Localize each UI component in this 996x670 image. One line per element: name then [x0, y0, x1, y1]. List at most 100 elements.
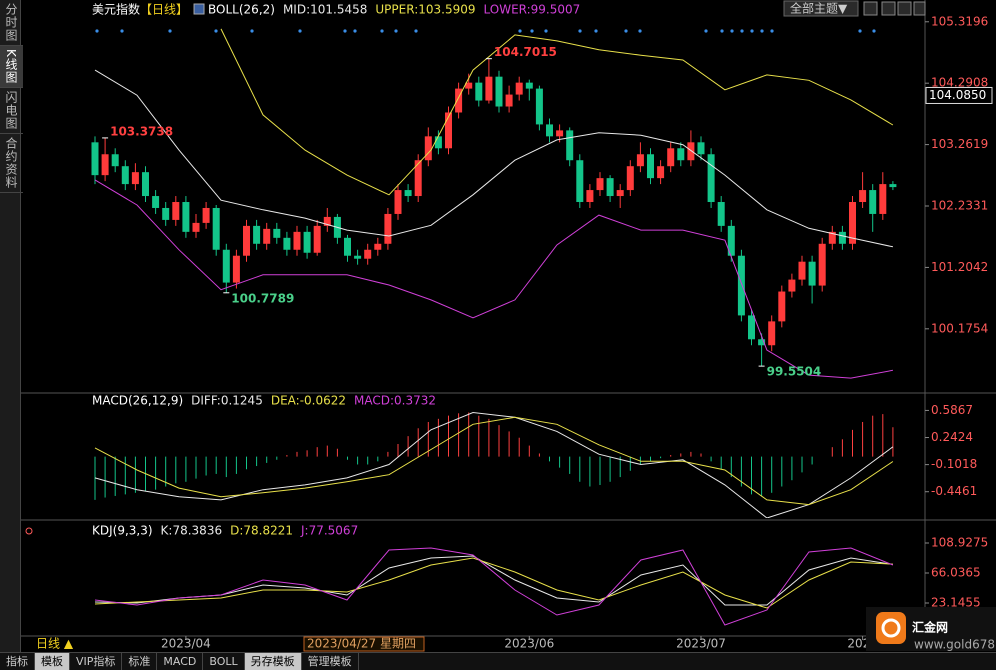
toolbar-tab[interactable]: VIP指标: [70, 653, 123, 670]
candle-body: [354, 255, 362, 259]
theme-button[interactable]: [783, 0, 859, 17]
sidebar-tab[interactable]: 闪电图: [0, 88, 23, 134]
candle-body: [323, 216, 331, 226]
legend-entry: MACD:0.3732: [354, 394, 436, 408]
logo-name: 汇金网: [912, 620, 948, 635]
candle-body: [404, 190, 412, 197]
candle-body: [606, 178, 614, 197]
candle-body: [879, 184, 887, 214]
candle-body: [172, 202, 180, 220]
indicator-name: KDJ(9,3,3): [92, 524, 153, 538]
candle-body: [131, 172, 139, 185]
candle-body: [636, 154, 644, 167]
candle-body: [434, 136, 442, 149]
sidebar: 分时图 K线图 闪电图 合约资料: [0, 0, 23, 669]
logo-url: www.gold678.com: [914, 638, 996, 652]
legend-entry: K:78.3836: [161, 524, 223, 538]
indicator-line: [94, 179, 893, 379]
candle-body: [152, 196, 160, 208]
period-button[interactable]: 日线 ▲: [36, 637, 74, 651]
candle-body: [616, 190, 624, 197]
candle-body: [515, 82, 523, 95]
toolbar-tab[interactable]: 指标: [0, 653, 35, 670]
legend-entry: DEA:-0.0622: [271, 394, 346, 408]
candle-body: [303, 231, 311, 253]
candle-body: [475, 82, 483, 101]
candle-body: [788, 279, 796, 292]
candle-body: [445, 112, 452, 149]
candle-body: [142, 172, 149, 197]
toolbar-tab[interactable]: 标准: [122, 653, 158, 670]
candle-body: [525, 82, 533, 89]
candle-body: [424, 136, 432, 161]
toolbar-tab[interactable]: 另存模板: [244, 653, 302, 670]
logo: 汇金网 www.gold678.com: [866, 607, 996, 652]
sidebar-tab[interactable]: K线图: [0, 46, 23, 88]
y-tick-label: 0.2424: [931, 430, 973, 444]
candle-body: [828, 231, 836, 244]
indicator-line: [94, 416, 894, 506]
candle-body: [273, 228, 281, 238]
candle-body: [566, 130, 574, 161]
candle-body: [586, 190, 594, 203]
candle-body: [364, 249, 372, 259]
chart-period: 【日线】: [140, 3, 188, 17]
candle-body: [838, 231, 846, 244]
extreme-label: 103.3738: [110, 124, 173, 138]
candle-body: [727, 225, 735, 256]
candle-body: [849, 202, 856, 244]
candle-body: [748, 315, 755, 340]
y-tick-label: 102.2331: [931, 199, 988, 213]
toolbar-tab[interactable]: BOLL: [203, 653, 245, 670]
candle-body: [192, 222, 200, 232]
x-tick-label: 2023/07: [676, 637, 726, 651]
indicator-line: [220, 28, 894, 196]
sidebar-tab[interactable]: 分时图: [0, 0, 23, 46]
candle-body: [869, 190, 877, 214]
indicator-line: [94, 557, 893, 609]
candle-body: [384, 213, 392, 244]
cursor-date: 2023/04/27 星期四: [307, 637, 416, 651]
y-tick-label: 104.2908: [931, 76, 988, 90]
candle-body: [818, 243, 826, 286]
candle-body: [283, 237, 291, 250]
indicator-icon: [193, 3, 205, 15]
candle-body: [677, 148, 685, 161]
legend-entry: D:78.8221: [230, 524, 293, 538]
candle-body: [121, 166, 129, 185]
extreme-label: 100.7789: [231, 291, 294, 305]
candle-body: [182, 202, 190, 232]
candle-body: [374, 243, 382, 250]
cursor-price-box: [925, 86, 993, 104]
candle-body: [202, 207, 210, 223]
y-tick-label: 103.2619: [931, 137, 988, 151]
candle-body: [717, 202, 725, 226]
toolbar-tab[interactable]: 模板: [35, 653, 70, 670]
candle-body: [626, 166, 634, 191]
candle-body: [546, 124, 553, 137]
candle-body: [293, 231, 301, 250]
candle-body: [576, 160, 584, 203]
candle-body: [313, 225, 321, 253]
y-tick-label: 108.9275: [931, 536, 988, 550]
sidebar-tab[interactable]: 合约资料: [0, 134, 23, 193]
candle-body: [495, 76, 503, 107]
legend-entry: J:77.5067: [300, 524, 358, 538]
candle-body: [101, 154, 109, 176]
candle-body: [465, 82, 473, 89]
candle-body: [232, 255, 240, 283]
candle-body: [889, 184, 897, 188]
candle-body: [687, 142, 695, 161]
candle-body: [253, 225, 261, 244]
candle-body: [667, 148, 675, 167]
legend-entry: UPPER:103.5909: [375, 3, 475, 17]
candle-body: [535, 88, 543, 125]
toolbar-tab[interactable]: 管理模板: [302, 653, 359, 670]
candle-body: [768, 321, 776, 346]
candle-body: [596, 178, 604, 191]
candle-body: [394, 190, 402, 214]
toolbar-tab[interactable]: MACD: [157, 653, 204, 670]
candle-body: [111, 154, 119, 167]
